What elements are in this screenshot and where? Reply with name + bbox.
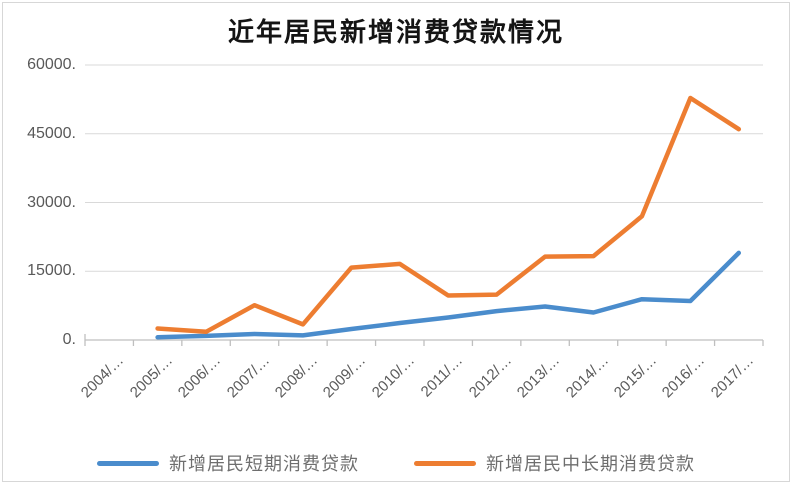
series-line-short-term (155, 250, 742, 340)
series-line-medium-long-term (155, 95, 742, 335)
legend-label-short-term: 新增居民短期消费贷款 (169, 454, 359, 474)
y-axis-label: 60000. (27, 56, 76, 73)
y-axis-label: 30000. (27, 193, 76, 211)
medium-long-term-line-swatch-icon (414, 460, 476, 466)
legend-item-medium-long-term[interactable]: 新增居民中长期消费贷款 (414, 450, 695, 476)
y-axis-label: 0. (62, 331, 76, 348)
y-axis-label: 45000. (27, 124, 76, 142)
legend-label-medium-long-term: 新增居民中长期消费贷款 (486, 454, 695, 474)
legend: 新增居民短期消费贷款 新增居民中长期消费贷款 (0, 450, 792, 476)
chart-title: 近年居民新增消费贷款情况 (227, 18, 564, 47)
short-term-line-swatch-icon (97, 460, 159, 466)
legend-item-short-term[interactable]: 新增居民短期消费贷款 (97, 450, 359, 476)
y-axis-label: 15000. (27, 262, 76, 280)
